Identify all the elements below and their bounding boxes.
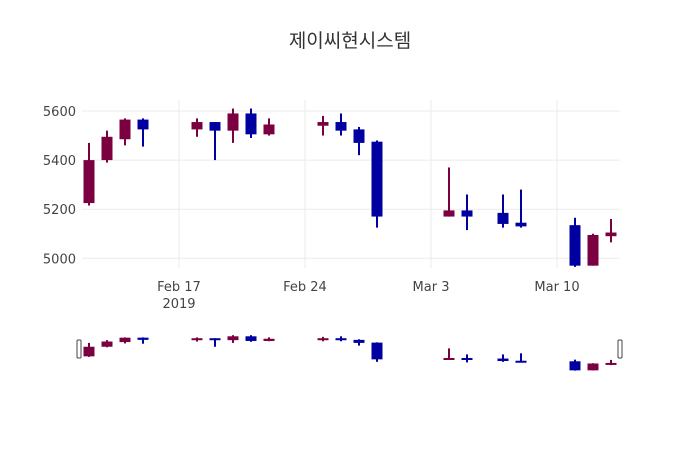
- candle[interactable]: [137, 337, 149, 344]
- candle[interactable]: [461, 354, 473, 363]
- x-tick-label: Mar 10: [534, 280, 579, 295]
- candle[interactable]: [119, 337, 131, 344]
- x-tick-label: Feb 24: [283, 280, 327, 295]
- candle[interactable]: [335, 113, 347, 136]
- candle[interactable]: [263, 337, 275, 342]
- range-handle-right[interactable]: [617, 339, 623, 359]
- candle[interactable]: [587, 363, 599, 371]
- range-slider[interactable]: [76, 335, 623, 371]
- candle[interactable]: [317, 115, 329, 136]
- y-tick-label: 5400: [43, 154, 76, 169]
- x-tick-label: Feb 17: [157, 280, 201, 295]
- y-tick-label: 5200: [43, 203, 76, 218]
- candle[interactable]: [263, 118, 275, 136]
- y-tick-label: 5600: [43, 105, 76, 120]
- candle[interactable]: [569, 217, 581, 267]
- candle[interactable]: [245, 335, 257, 342]
- candle[interactable]: [137, 118, 149, 147]
- candle[interactable]: [515, 189, 527, 228]
- candle[interactable]: [227, 335, 239, 343]
- candle[interactable]: [227, 108, 239, 143]
- candle[interactable]: [101, 340, 113, 348]
- candle[interactable]: [461, 194, 473, 231]
- candle[interactable]: [209, 338, 221, 347]
- candle[interactable]: [605, 359, 617, 366]
- chart-title: 제이씨현시스템: [288, 30, 412, 52]
- candle[interactable]: [83, 142, 95, 206]
- candle[interactable]: [443, 167, 455, 217]
- candle[interactable]: [191, 337, 203, 342]
- y-tick-label: 5000: [43, 252, 76, 267]
- candle[interactable]: [353, 339, 365, 346]
- main-plot: 5000 5200 5400 5600 Feb 17 2019 Feb 24 Mar 3 Mar…: [43, 100, 620, 312]
- candle[interactable]: [317, 336, 329, 342]
- candle[interactable]: [191, 118, 203, 137]
- candle[interactable]: [245, 108, 257, 139]
- candle[interactable]: [119, 118, 131, 146]
- candle[interactable]: [83, 342, 95, 357]
- candle[interactable]: [371, 342, 383, 362]
- x-tick-year: 2019: [162, 297, 195, 312]
- candle[interactable]: [371, 140, 383, 228]
- candle[interactable]: [353, 126, 365, 156]
- candle[interactable]: [497, 354, 509, 362]
- candle[interactable]: [605, 219, 617, 243]
- range-handle-left[interactable]: [76, 339, 82, 359]
- candle[interactable]: [515, 353, 527, 363]
- x-tick-label: Mar 3: [413, 280, 450, 295]
- candle[interactable]: [335, 336, 347, 342]
- candle[interactable]: [443, 348, 455, 360]
- candle[interactable]: [497, 194, 509, 228]
- candle[interactable]: [209, 122, 221, 161]
- candle[interactable]: [587, 233, 599, 266]
- candle[interactable]: [101, 130, 113, 163]
- candle[interactable]: [569, 359, 581, 371]
